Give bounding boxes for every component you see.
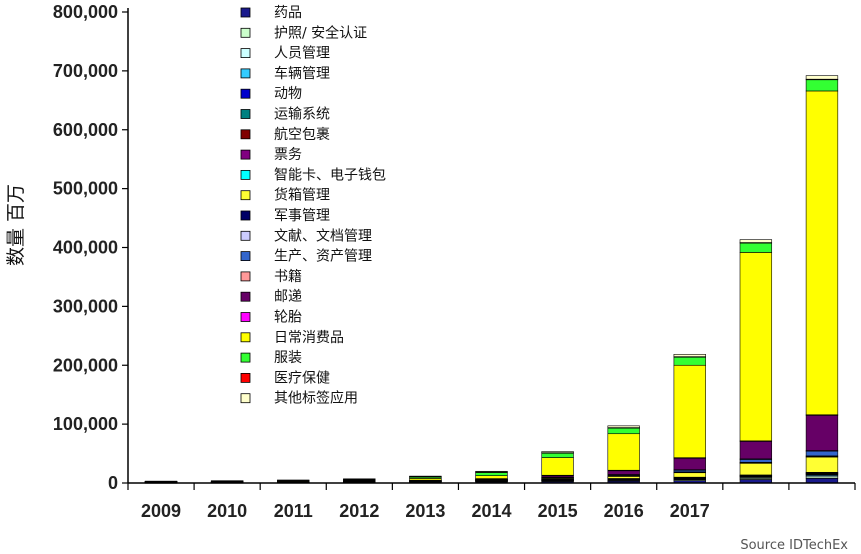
legend-swatch [240, 68, 251, 79]
legend-label: 其他标签应用 [274, 390, 358, 407]
bar-segment [739, 462, 773, 476]
x-tick-label: 2009 [141, 501, 181, 521]
axes-group: 0 100,000 200,000 300,000 400,000 500,000 600,… [53, 2, 856, 521]
bar-segment [673, 364, 706, 458]
legend-label: 军事管理 [274, 208, 330, 224]
y-tick-label: 500,000 [53, 179, 118, 199]
y-tick-label: 300,000 [53, 296, 118, 316]
y-tick-label: 0 [108, 473, 118, 493]
bar-segment [541, 451, 574, 453]
legend-swatch [240, 312, 251, 322]
bar-segment [673, 457, 706, 470]
legend-swatch [240, 271, 251, 282]
x-tick-label: 2016 [604, 501, 644, 521]
legend-swatch [240, 109, 251, 119]
legend-swatch [240, 210, 251, 221]
legend-label: 运输系统 [274, 107, 330, 123]
bar-segment [607, 433, 640, 471]
legend-swatch [240, 129, 251, 140]
y-tick-label: 200,000 [53, 355, 118, 375]
bar-segment [739, 239, 773, 243]
legend-label: 货箱管理 [274, 187, 330, 204]
legend-label: 邮递 [274, 289, 302, 305]
bar-segment [805, 90, 839, 416]
legend-swatch [240, 88, 251, 99]
legend-label: 医疗保健 [274, 370, 330, 386]
legend-swatch [240, 190, 251, 201]
x-tick-label: 2017 [670, 501, 710, 521]
legend-label: 生产、资产管理 [274, 249, 372, 265]
legend-label: 日常消费品 [274, 330, 344, 346]
legend-label: 服装 [274, 350, 302, 366]
legend-label: 文献、文档管理 [274, 228, 372, 244]
x-tick-label: 2010 [207, 501, 247, 521]
bar-segment [673, 472, 706, 478]
bar-segment [805, 450, 839, 457]
bar-segment [144, 480, 178, 483]
bar-segment [607, 427, 640, 435]
bar-segment [739, 440, 773, 460]
bars-group [144, 75, 839, 484]
bar-segment [739, 459, 773, 463]
legend-swatch [240, 230, 251, 241]
legend-label: 航空包裹 [274, 127, 330, 143]
y-tick-label: 600,000 [53, 120, 118, 140]
legend-label: 轮胎 [274, 310, 302, 326]
bar-segment [805, 75, 839, 80]
bar-segment [805, 79, 839, 92]
bar-segment [739, 242, 773, 253]
bar-segment [607, 425, 640, 428]
y-axis-label: 数量 百万 [5, 184, 27, 266]
bar-segment [739, 252, 773, 442]
bar-segment [343, 478, 376, 480]
bar-segment [409, 475, 442, 478]
x-tick-label: 2012 [339, 501, 379, 521]
bar-segment [210, 480, 244, 482]
x-tick-label: 2013 [405, 501, 445, 521]
bar-segment [805, 456, 839, 473]
legend-swatch [240, 251, 251, 262]
x-tick-label: 2011 [274, 501, 313, 521]
legend-label: 药品 [274, 5, 302, 21]
y-tick-label: 100,000 [53, 414, 118, 434]
legend-swatch [240, 7, 251, 18]
legend-swatch [240, 149, 251, 160]
legend-label: 人员管理 [274, 46, 330, 62]
legend-label: 动物 [274, 86, 302, 102]
legend-swatch [240, 372, 251, 383]
bar-segment [673, 353, 706, 357]
y-tick-label: 400,000 [53, 238, 118, 258]
legend-label: 票务 [274, 147, 302, 163]
legend-swatch [240, 291, 251, 302]
bar-segment [277, 479, 310, 481]
x-tick-label: 2014 [471, 501, 511, 521]
legend-label: 书籍 [274, 268, 302, 285]
bar-segment [673, 356, 706, 366]
legend-label: 车辆管理 [274, 65, 330, 82]
y-tick-label: 700,000 [53, 61, 118, 81]
bar-segment [475, 470, 508, 473]
bar-segment [805, 414, 839, 451]
legend-swatch [240, 352, 251, 363]
legend-swatch [240, 169, 251, 180]
legend-swatch [240, 332, 251, 343]
legend-swatch [240, 393, 251, 404]
source-note: Source IDTechEx [740, 538, 848, 553]
y-tick-label: 800,000 [53, 2, 118, 22]
x-tick-label: 2015 [538, 501, 578, 521]
bar-segment [475, 475, 508, 479]
legend-swatch [240, 48, 251, 58]
legend-swatch [240, 27, 251, 38]
legend-label: 护照/ 安全认证 [274, 24, 367, 41]
legend-label: 智能卡、电子钱包 [274, 167, 386, 183]
bar-segment [541, 457, 574, 476]
